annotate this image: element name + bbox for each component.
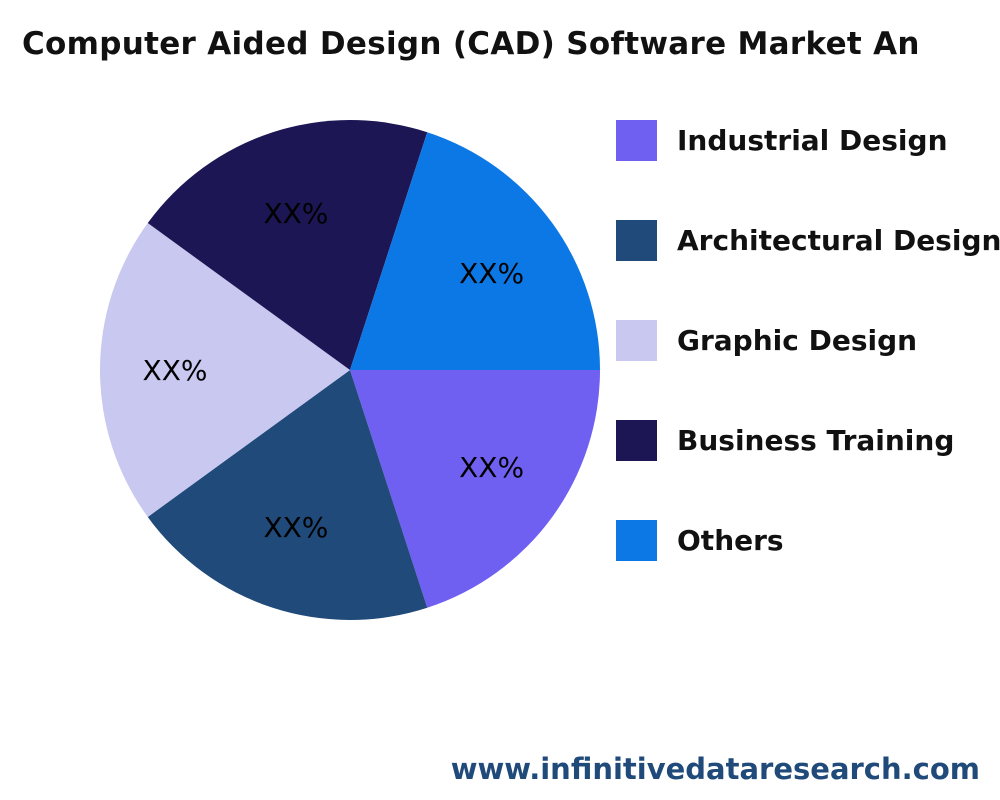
legend-swatch [616,119,657,161]
pie-slice-graphic-design [100,223,350,517]
legend-swatch [616,319,657,361]
legend-swatch [616,419,657,461]
pie-slice-business-training [147,120,428,370]
legend-item: Industrial Design [616,119,948,161]
chart-title: Computer Aided Design (CAD) Software Mar… [22,26,920,62]
legend-label: Architectural Design [677,223,1000,257]
slice-label: XX% [459,257,524,290]
slice-label: XX% [143,354,208,387]
legend-item: Architectural Design [616,219,1000,261]
watermark: www.infinitivedataresearch.com [450,752,980,786]
legend-label: Industrial Design [677,123,948,157]
legend-swatch [616,219,657,261]
legend-item: Business Training [616,419,954,461]
legend-label: Graphic Design [677,323,918,357]
legend-item: Graphic Design [616,319,917,361]
slice-label: XX% [459,451,524,484]
slice-label: XX% [263,197,328,230]
legend-swatch [616,519,657,561]
legend-label: Business Training [677,423,955,457]
pie-slice-architectural-design [147,370,428,620]
legend-label: Others [677,523,784,557]
pie-slice-others [350,132,600,370]
slice-label: XX% [263,511,328,544]
pie-slice-industrial-design [350,370,600,608]
legend-item: Others [616,519,784,561]
